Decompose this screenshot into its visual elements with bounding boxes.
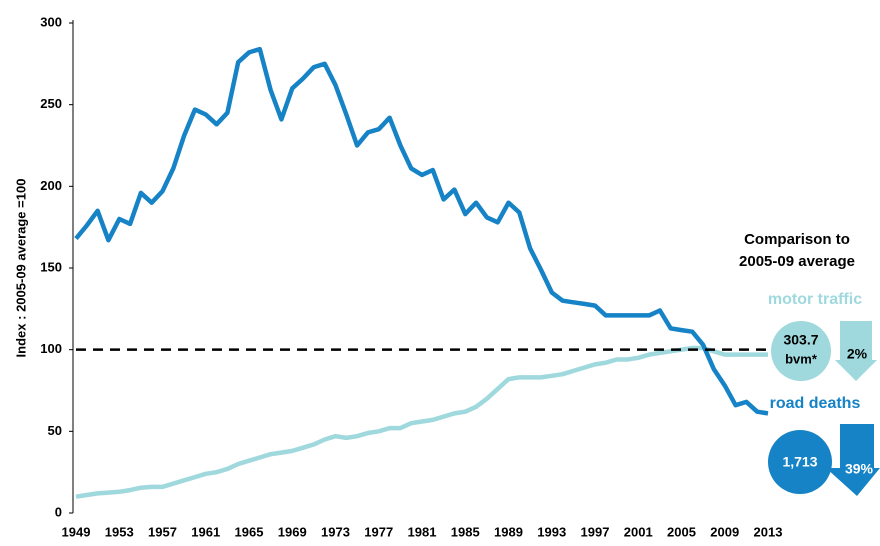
x-tick-label: 2005 <box>667 524 696 539</box>
x-tick-label: 2009 <box>710 524 739 539</box>
x-tick-label: 1977 <box>364 524 393 539</box>
x-tick-label: 1985 <box>451 524 480 539</box>
traffic-change: 2% <box>847 346 868 362</box>
x-tick-label: 1949 <box>62 524 91 539</box>
traffic-arrow <box>835 321 877 381</box>
x-tick-label: 1957 <box>148 524 177 539</box>
y-tick-label: 150 <box>40 259 62 274</box>
y-tick-label: 0 <box>55 504 62 519</box>
x-tick-label: 1965 <box>235 524 264 539</box>
deaths-circle <box>768 430 832 494</box>
comparison-heading: Comparison to <box>744 231 850 248</box>
series-line <box>74 46 769 416</box>
y-axis-title: Index : 2005-09 average =100 <box>13 179 28 358</box>
legend-label: road deaths <box>770 395 861 412</box>
y-tick-label: 50 <box>48 423 62 438</box>
y-tick-label: 300 <box>40 14 62 29</box>
y-tick-label: 200 <box>40 178 62 193</box>
deaths-change: 39% <box>845 461 874 477</box>
x-tick-label: 1969 <box>278 524 307 539</box>
x-tick-label: 2013 <box>754 524 783 539</box>
series-line <box>75 345 768 499</box>
x-tick-label: 1981 <box>408 524 437 539</box>
x-tick-label: 2001 <box>624 524 653 539</box>
x-tick-label: 1997 <box>581 524 610 539</box>
legend-label: motor traffic <box>768 291 862 308</box>
x-tick-label: 1961 <box>191 524 220 539</box>
traffic-circle <box>771 321 831 381</box>
deaths-value: 1,713 <box>782 454 817 470</box>
comparison-heading: 2005-09 average <box>739 253 855 270</box>
deaths-arrow <box>826 424 880 496</box>
y-tick-label: 100 <box>40 341 62 356</box>
traffic-unit: bvm* <box>785 351 818 366</box>
y-tick-label: 250 <box>40 96 62 111</box>
x-tick-label: 1989 <box>494 524 523 539</box>
x-tick-label: 1973 <box>321 524 350 539</box>
x-tick-label: 1953 <box>105 524 134 539</box>
x-tick-label: 1993 <box>537 524 566 539</box>
traffic-value: 303.7 <box>783 332 818 348</box>
